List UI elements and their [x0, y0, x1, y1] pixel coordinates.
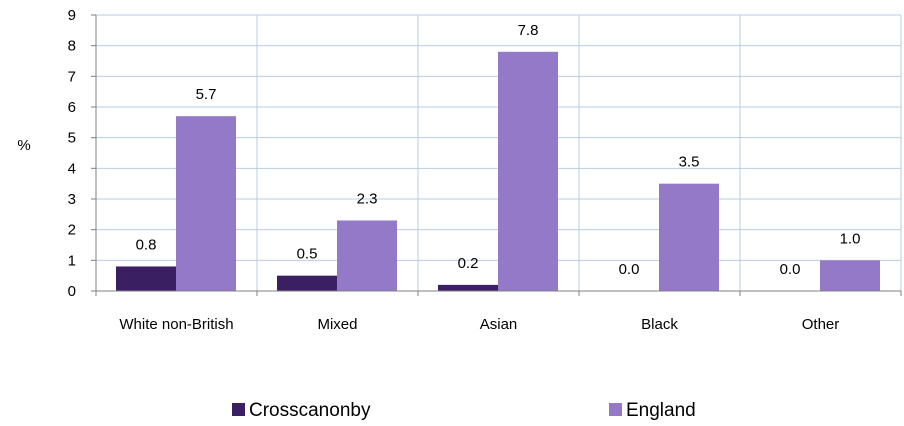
legend-swatch-crosscanonby — [232, 403, 245, 416]
x-category-label: Other — [802, 316, 840, 333]
x-category-label: Mixed — [317, 316, 357, 333]
x-category-labels: White non-British Mixed Asian Black Other — [119, 316, 839, 333]
data-label: 2.3 — [357, 190, 378, 207]
legend: Crosscanonby England — [232, 400, 696, 421]
data-label: 7.8 — [518, 22, 539, 39]
bars — [116, 51, 880, 291]
data-label: 0.5 — [297, 246, 318, 263]
x-category-label: Asian — [480, 316, 518, 333]
data-label: 5.7 — [196, 86, 217, 103]
bar-england-1 — [337, 220, 397, 291]
bar-england-4 — [820, 260, 880, 291]
x-category-label: Black — [641, 316, 678, 333]
legend-label-crosscanonby: Crosscanonby — [249, 400, 371, 421]
y-tick-label-9: 9 — [68, 7, 76, 24]
bar-crosscanonby-0 — [116, 266, 176, 291]
data-label: 0.0 — [780, 261, 801, 278]
legend-label-england: England — [626, 400, 696, 421]
y-tick-label-5: 5 — [68, 130, 76, 147]
y-tick-label-7: 7 — [68, 68, 76, 85]
bar-crosscanonby-1 — [277, 275, 337, 291]
y-tick-label-3: 3 — [68, 191, 76, 208]
y-axis-label: % — [17, 137, 30, 154]
y-tick-label-4: 4 — [68, 160, 76, 177]
y-tick-label-2: 2 — [68, 222, 76, 239]
data-label: 3.5 — [679, 154, 700, 171]
data-label: 0.2 — [458, 255, 479, 272]
axes — [91, 14, 902, 296]
y-tick-label-8: 8 — [68, 38, 76, 55]
data-label: 0.8 — [136, 236, 157, 253]
y-tick-label-1: 1 — [68, 252, 76, 269]
data-labels: 0.8 0.5 0.2 0.0 0.0 5.7 2.3 7.8 3.5 1.0 — [136, 22, 861, 278]
legend-swatch-england — [609, 403, 622, 416]
bar-england-0 — [176, 116, 236, 291]
bar-crosscanonby-2 — [438, 284, 498, 291]
data-label: 1.0 — [840, 230, 861, 247]
y-tick-label-6: 6 — [68, 99, 76, 116]
y-tick-labels: 0 1 2 3 4 5 6 7 8 9 — [68, 7, 76, 300]
bar-england-3 — [659, 183, 719, 291]
data-label: 0.0 — [619, 261, 640, 278]
x-category-label: White non-British — [119, 316, 233, 333]
y-tick-label-0: 0 — [68, 283, 76, 300]
bar-england-2 — [498, 51, 558, 291]
